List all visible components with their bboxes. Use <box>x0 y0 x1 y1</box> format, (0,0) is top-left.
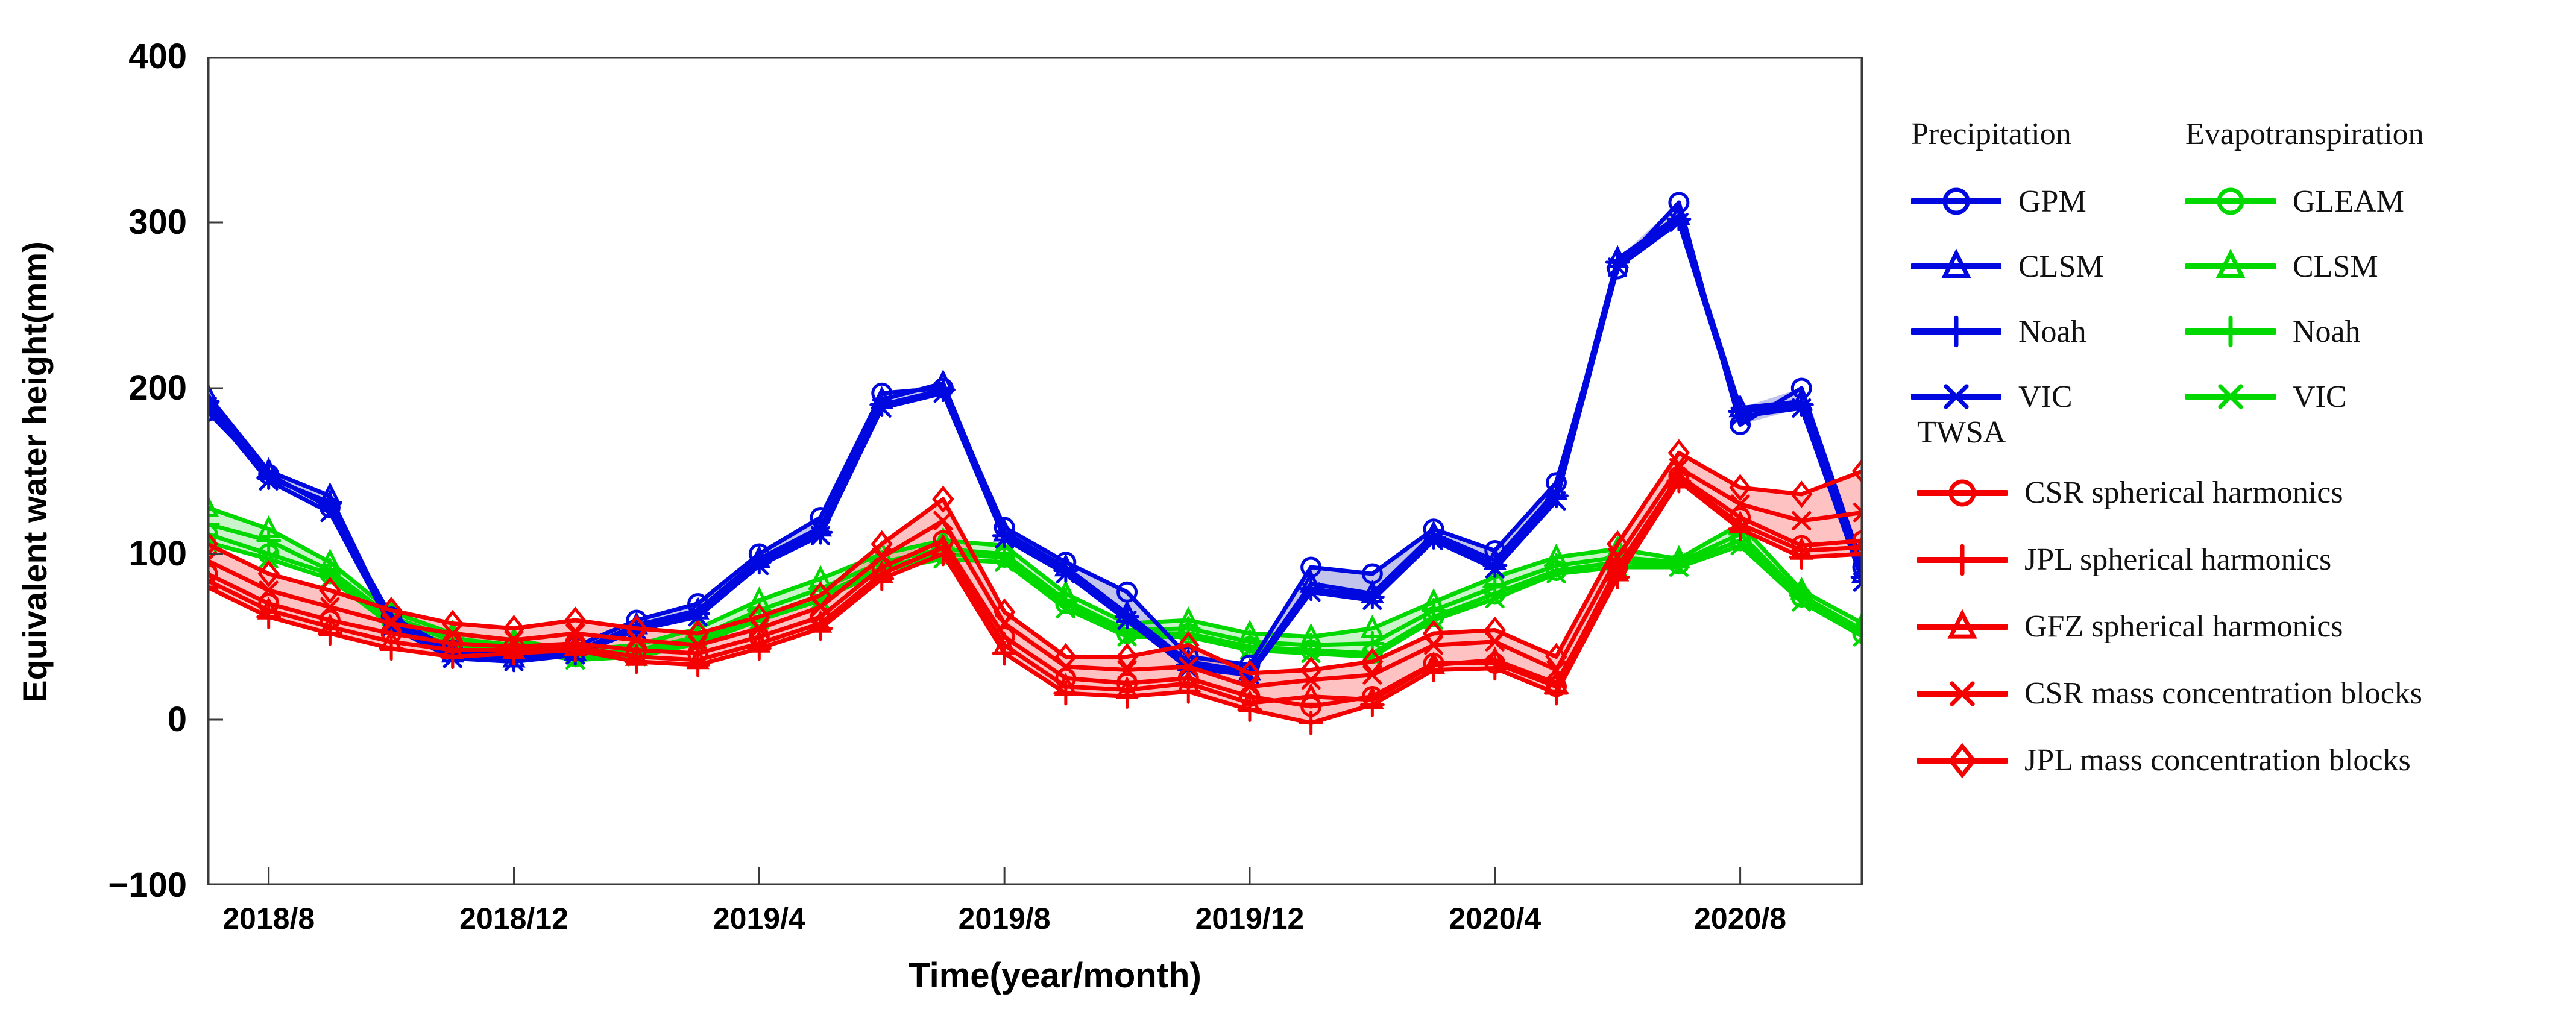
series-line-csr-mass-concentration-blocks <box>207 465 1863 689</box>
series-line-vic-precipitation- <box>207 220 1863 677</box>
legend-item-label: Noah <box>2018 314 2086 349</box>
y-tick-label-0: 0 <box>167 700 187 739</box>
chart-plot <box>207 57 1863 885</box>
series-line-noah-precipitation- <box>207 217 1863 676</box>
legend-twsa: TWSA CSR spherical harmonics JPL spherical… <box>1915 405 2574 794</box>
legend-sample-x <box>1909 379 2003 415</box>
triangle-icon <box>1909 248 2003 278</box>
legend-item-precip-vic: VIC <box>1909 364 2176 429</box>
x-tick-label-2019/8: 2019/8 <box>958 902 1051 935</box>
circle-icon <box>2184 187 2278 215</box>
y-tick-label--100: −100 <box>108 866 187 905</box>
legend-sample-triangle <box>1909 248 2003 284</box>
axis-ticks <box>207 57 1742 885</box>
legend-sample-circle <box>1909 183 2003 219</box>
series-line-noah-evapotranspiration- <box>207 522 1863 658</box>
series-markers-gfz-spherical-harmonics <box>207 465 1863 712</box>
legend-item-evap-noah: Noah <box>2184 299 2571 364</box>
diamond-icon <box>1915 743 2009 778</box>
series-line-jpl-mass-concentration-blocks <box>207 450 1863 676</box>
x-icon <box>1915 680 2009 706</box>
legend-item-twsa-csr-spherical-harmonics: CSR spherical harmonics <box>1915 459 2574 526</box>
x-tick-label-2020/4: 2020/4 <box>1449 902 1542 935</box>
legend-sample-triangle <box>2184 248 2278 284</box>
legend-evapotranspiration: Evapotranspiration GLEAM CLSM Noah VIC <box>2184 99 2571 429</box>
legend-item-twsa-jpl-spherical-harmonics: JPL spherical harmonics <box>1915 526 2574 593</box>
legend-item-precip-clsm: CLSM <box>1909 234 2176 299</box>
legend-item-label: Noah <box>2293 314 2361 349</box>
legend-item-label: GPM <box>2018 184 2086 219</box>
y-tick-label-400: 400 <box>128 37 187 76</box>
series-markers-jpl-spherical-harmonics <box>207 468 1863 735</box>
x-icon <box>1909 384 2003 409</box>
series-markers-csr-spherical-harmonics <box>207 465 1863 717</box>
triangle-icon <box>1915 608 2009 639</box>
legend-item-label: JPL mass concentration blocks <box>2024 743 2411 778</box>
y-tick-label-100: 100 <box>128 534 187 573</box>
series-line-gfz-spherical-harmonics <box>207 477 1863 705</box>
legend-sample-circle <box>1915 475 2009 511</box>
legend-precipitation: Precipitation GPM CLSM Noah VIC <box>1909 99 2176 429</box>
legend-item-label: JPL spherical harmonics <box>2024 542 2332 577</box>
legend-item-label: CSR mass concentration blocks <box>2024 676 2423 711</box>
series-markers-jpl-mass-concentration-blocks <box>207 439 1863 687</box>
x-icon <box>2184 384 2278 409</box>
plot-border <box>207 57 1863 885</box>
legend-item-evap-vic: VIC <box>2184 364 2571 429</box>
legend-item-label: CLSM <box>2293 249 2378 284</box>
y-tick-label-300: 300 <box>128 203 187 242</box>
legend-item-twsa-jpl-mass-concentration-blocks: JPL mass concentration blocks <box>1915 727 2574 794</box>
legend-header-twsa: TWSA <box>1917 415 2006 450</box>
legend-item-label: CSR spherical harmonics <box>2024 476 2343 510</box>
x-tick-label-2018/12: 2018/12 <box>459 902 568 935</box>
legend-sample-x <box>2184 379 2278 415</box>
legend-item-evap-gleam: GLEAM <box>2184 169 2571 234</box>
plot-area <box>207 57 1863 885</box>
legend-item-label: GLEAM <box>2293 184 2404 219</box>
x-tick-label-2020/8: 2020/8 <box>1694 902 1787 935</box>
plus-icon <box>1909 315 2003 348</box>
legend-sample-plus <box>2184 313 2278 350</box>
legend-sample-diamond <box>1915 743 2009 779</box>
legend-sample-circle <box>2184 183 2278 219</box>
x-axis-title: Time(year/month) <box>909 956 1201 995</box>
legend-header-precip: Precipitation <box>1911 117 2071 151</box>
plus-icon <box>2184 315 2278 348</box>
legend-sample-triangle <box>1915 608 2009 645</box>
y-tick-label-200: 200 <box>128 368 187 407</box>
legend-item-twsa-csr-mass-concentration-blocks: CSR mass concentration blocks <box>1915 660 2574 727</box>
legend-item-label: VIC <box>2293 379 2347 414</box>
legend-item-evap-clsm: CLSM <box>2184 234 2571 299</box>
x-tick-label-2018/8: 2018/8 <box>222 902 315 935</box>
legend-item-label: VIC <box>2018 379 2073 414</box>
legend-item-twsa-gfz-spherical-harmonics: GFZ spherical harmonics <box>1915 593 2574 660</box>
legend-sample-plus <box>1909 313 2003 350</box>
circle-icon <box>1915 479 2009 506</box>
legend-sample-plus <box>1915 542 2009 578</box>
triangle-icon <box>2184 248 2278 278</box>
legend-sample-x <box>1915 676 2009 712</box>
legend-header-evap: Evapotranspiration <box>2185 117 2424 151</box>
series-line-jpl-spherical-harmonics <box>207 479 1863 725</box>
legend-item-label: CLSM <box>2018 249 2104 284</box>
x-tick-label-2019/4: 2019/4 <box>713 902 805 935</box>
y-axis-title: Equivalent water height(mm) <box>16 241 54 703</box>
legend-item-label: GFZ spherical harmonics <box>2024 609 2343 644</box>
legend-item-precip-gpm: GPM <box>1909 169 2176 234</box>
series-line-vic-evapotranspiration- <box>207 540 1863 662</box>
circle-icon <box>1909 187 2003 215</box>
x-tick-label-2019/12: 2019/12 <box>1195 902 1305 935</box>
legend-item-precip-noah: Noah <box>1909 299 2176 364</box>
plus-icon <box>1915 544 2009 576</box>
